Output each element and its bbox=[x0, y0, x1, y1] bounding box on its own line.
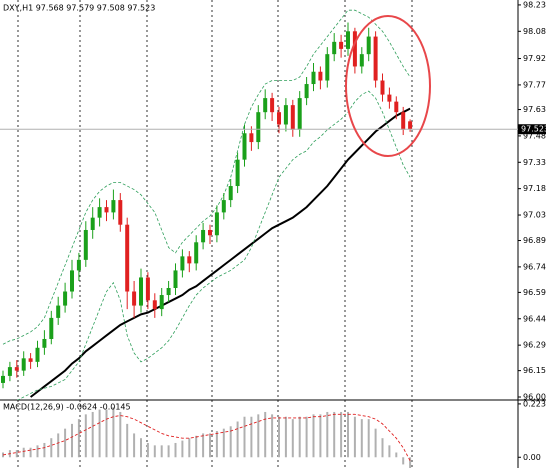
macd-plot bbox=[2, 407, 412, 468]
candle-body bbox=[359, 54, 364, 67]
candle-body bbox=[111, 200, 116, 213]
candle-body bbox=[145, 277, 150, 301]
candle-body bbox=[152, 300, 157, 310]
candle-body bbox=[70, 270, 74, 292]
y-tick-label: 97.335 bbox=[523, 158, 546, 167]
candle-body bbox=[283, 105, 288, 125]
candle-body bbox=[201, 229, 206, 243]
candle-body bbox=[1, 375, 5, 383]
candle-body bbox=[290, 105, 295, 130]
candle-body bbox=[180, 256, 185, 271]
band-line bbox=[16, 90, 411, 400]
candle-body bbox=[194, 242, 199, 264]
candle-body bbox=[221, 200, 226, 213]
candle-body bbox=[159, 295, 164, 310]
candle-body bbox=[228, 186, 233, 201]
candle-body bbox=[90, 217, 95, 230]
y-tick-label: 96.445 bbox=[523, 314, 546, 323]
candle-body bbox=[297, 98, 302, 130]
candle-body bbox=[21, 358, 26, 371]
candle-body bbox=[366, 36, 371, 55]
candle-body bbox=[125, 224, 130, 292]
candle-body bbox=[304, 84, 309, 99]
candle-body bbox=[56, 305, 61, 318]
axes: 98.230 98.080 97.925 97.775 97.635 97.485 97.3… bbox=[518, 0, 546, 462]
candle-body bbox=[83, 229, 88, 260]
candle-body bbox=[173, 270, 178, 288]
candle-body bbox=[352, 31, 357, 67]
candle-body bbox=[311, 71, 316, 85]
candle-body bbox=[318, 71, 323, 81]
band-line bbox=[2, 9, 411, 345]
highlight-circle bbox=[345, 15, 431, 157]
y-tick-label: 96.000 bbox=[523, 393, 546, 402]
candle-body bbox=[14, 367, 19, 371]
y-tick-label: 98.080 bbox=[523, 27, 546, 36]
candle-body bbox=[332, 41, 337, 55]
candle-body bbox=[263, 98, 268, 113]
y-tick-label: 97.485 bbox=[523, 131, 546, 140]
moving-average bbox=[29, 107, 411, 398]
candle-body bbox=[118, 200, 123, 225]
chart-title: DXY,H1 97.568 97.579 97.508 97.523 bbox=[3, 4, 155, 13]
macd-title: MACD(12,26,9) -0.0624 -0.0145 bbox=[3, 403, 131, 412]
candle-body bbox=[49, 317, 54, 339]
candle-body bbox=[249, 133, 254, 143]
current-price-label: 97.523 bbox=[521, 125, 546, 134]
candle-body bbox=[380, 80, 385, 95]
candle-body bbox=[28, 358, 33, 362]
candle-body bbox=[325, 54, 330, 81]
y-tick-label: 96.295 bbox=[523, 341, 546, 350]
candle-body bbox=[63, 291, 68, 306]
y-tick-label: 96.740 bbox=[523, 262, 546, 271]
y-tick-label: 96.890 bbox=[523, 236, 546, 245]
candle-body bbox=[394, 101, 399, 113]
candle-body bbox=[208, 229, 212, 236]
candle-body bbox=[346, 31, 350, 49]
y-tick-label: 96.150 bbox=[523, 366, 546, 375]
candle-body bbox=[7, 367, 12, 376]
candle-body bbox=[277, 112, 281, 125]
candle-body bbox=[166, 288, 171, 296]
y-tick-label: 0.00 bbox=[523, 453, 541, 462]
y-tick-label: 97.925 bbox=[523, 54, 546, 63]
y-tick-label: 97.185 bbox=[523, 184, 546, 193]
candle-body bbox=[401, 112, 406, 130]
candle-body bbox=[408, 121, 413, 130]
y-tick-label: 97.775 bbox=[523, 80, 546, 89]
candle-body bbox=[132, 291, 137, 306]
candle-body bbox=[270, 98, 275, 113]
period-separators bbox=[17, 0, 413, 468]
current-price-box bbox=[518, 124, 546, 135]
y-tick-label: 98.230 bbox=[523, 0, 546, 9]
signal-line bbox=[2, 413, 411, 461]
candle-body bbox=[187, 256, 192, 264]
candle-body bbox=[256, 112, 261, 143]
candle-body bbox=[373, 36, 378, 81]
y-tick-label: 97.635 bbox=[523, 105, 546, 114]
candle-body bbox=[104, 207, 109, 213]
candle-body bbox=[235, 159, 240, 187]
candle-body bbox=[139, 277, 143, 306]
y-tick-label: 0.2238 bbox=[523, 399, 546, 408]
candle-body bbox=[214, 212, 219, 236]
candle-body bbox=[339, 41, 344, 49]
candle-body bbox=[42, 338, 47, 348]
candle-body bbox=[97, 207, 102, 218]
y-tick-label: 96.595 bbox=[523, 288, 546, 297]
candle-body bbox=[387, 94, 392, 102]
candle-body bbox=[76, 259, 81, 271]
candle-body bbox=[35, 347, 40, 362]
y-tick-label: 97.035 bbox=[523, 211, 546, 220]
candle-body bbox=[242, 133, 247, 160]
price-plot bbox=[0, 9, 518, 400]
